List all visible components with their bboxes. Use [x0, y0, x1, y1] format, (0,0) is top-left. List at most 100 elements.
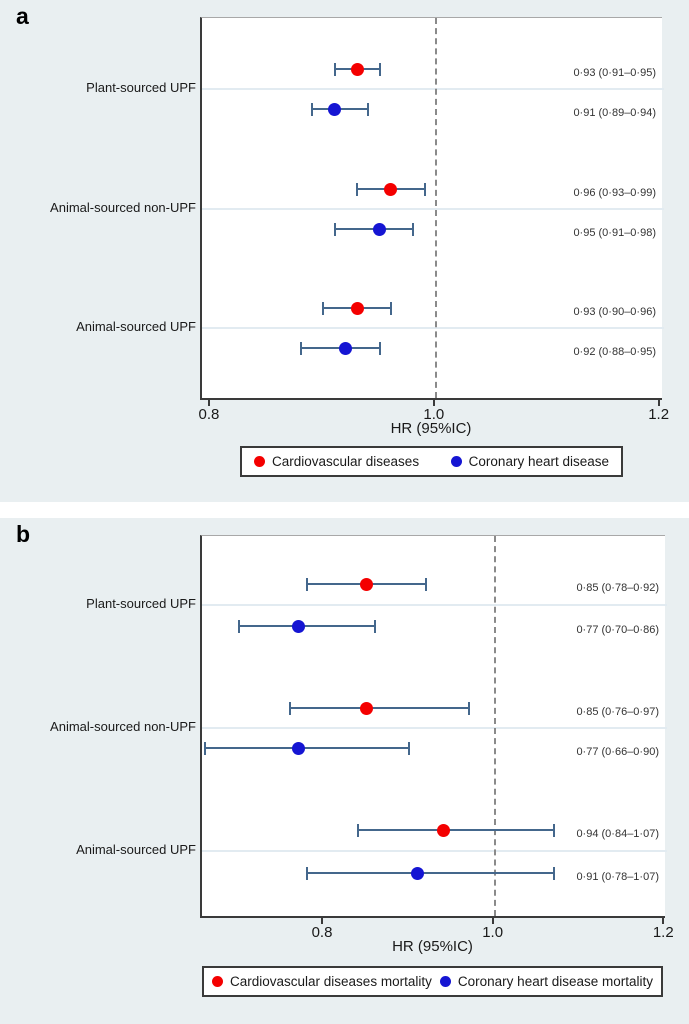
- estimate-label: 0·95 (0·91–0·98): [573, 227, 656, 239]
- ci-bar: [306, 872, 555, 874]
- category-label: Plant-sourced UPF: [86, 596, 196, 611]
- hr-marker-red: [350, 301, 364, 315]
- ci-cap-right: [367, 103, 370, 116]
- ci-cap-left: [357, 824, 360, 837]
- estimate-label: 0·77 (0·66–0·90): [576, 746, 659, 758]
- hr-marker-blue: [328, 102, 342, 116]
- estimate-label: 0·85 (0·76–0·97): [576, 706, 659, 718]
- category-gridline: [202, 604, 667, 606]
- blue-dot-icon: [439, 976, 451, 987]
- estimate-label: 0·77 (0·70–0·86): [576, 624, 659, 636]
- ci-bar: [204, 747, 410, 749]
- ci-cap-right: [468, 702, 471, 715]
- estimate-label: 0·91 (0·89–0·94): [573, 107, 656, 119]
- blue-dot-icon: [450, 456, 462, 467]
- category-label: Plant-sourced UPF: [86, 80, 196, 95]
- x-tick: [491, 918, 494, 924]
- ci-cap-right: [553, 824, 556, 837]
- category-gridline: [202, 208, 664, 210]
- legend-label: Cardiovascular diseases: [272, 454, 420, 469]
- hr-marker-blue: [373, 222, 387, 236]
- ci-cap-left: [356, 183, 359, 196]
- ci-cap-right: [378, 342, 381, 355]
- estimate-label: 0·85 (0·78–0·92): [576, 582, 659, 594]
- category-gridline: [202, 850, 667, 852]
- ci-cap-right: [423, 183, 426, 196]
- x-tick: [432, 400, 435, 406]
- legend-b: Cardiovascular diseases mortality Corona…: [202, 966, 663, 997]
- estimate-label: 0·93 (0·90–0·96): [573, 306, 656, 318]
- category-label: Animal-sourced non-UPF: [50, 200, 196, 215]
- ci-cap-right: [389, 302, 392, 315]
- plot-area-a: [200, 17, 664, 400]
- x-tick-label: 1.2: [648, 406, 670, 423]
- x-tick-label: 1.0: [423, 406, 445, 423]
- hr-marker-blue: [339, 341, 353, 355]
- legend-a: Cardiovascular diseases Coronary heart d…: [240, 446, 623, 477]
- ci-bar: [358, 829, 555, 831]
- ci-cap-right: [378, 63, 381, 76]
- x-axis-label-b: HR (95%IC): [392, 938, 473, 955]
- x-tick-label: 1.0: [482, 924, 504, 941]
- legend-label: Coronary heart disease: [468, 454, 609, 469]
- ci-cap-right: [553, 867, 556, 880]
- x-axis-label-a: HR (95%IC): [390, 420, 472, 437]
- hr-marker-red: [384, 182, 398, 196]
- legend-item-coronary-mortality: Coronary heart disease mortality: [439, 974, 653, 989]
- category-label: Animal-sourced UPF: [76, 842, 196, 857]
- estimate-label: 0·92 (0·88–0·95): [573, 346, 656, 358]
- x-tick: [207, 400, 210, 406]
- panel-letter-b: b: [16, 521, 31, 547]
- estimate-label: 0·94 (0·84–1·07): [576, 828, 659, 840]
- ci-bar: [289, 707, 470, 709]
- reference-line-dashed: [434, 18, 437, 398]
- category-gridline: [202, 727, 667, 729]
- ci-cap-right: [425, 578, 428, 591]
- legend-label: Cardiovascular diseases mortality: [230, 974, 432, 989]
- ci-bar: [238, 625, 376, 627]
- legend-label: Coronary heart disease mortality: [457, 974, 653, 989]
- hr-marker-red: [360, 577, 374, 591]
- hr-marker-blue: [291, 619, 305, 633]
- x-tick-label: 0.8: [198, 406, 220, 423]
- reference-line-dashed: [493, 536, 496, 916]
- legend-item-coronary: Coronary heart disease: [450, 454, 609, 469]
- hr-marker-red: [350, 62, 364, 76]
- hr-marker-red: [436, 823, 450, 837]
- ci-cap-left: [203, 742, 206, 755]
- ci-cap-left: [299, 342, 302, 355]
- ci-cap-left: [305, 867, 308, 880]
- hr-marker-blue: [291, 741, 305, 755]
- category-gridline: [202, 327, 664, 329]
- category-label: Animal-sourced UPF: [76, 319, 196, 334]
- ci-cap-left: [322, 302, 325, 315]
- panel-letter-a: a: [16, 3, 29, 29]
- legend-item-cardiovascular-mortality: Cardiovascular diseases mortality: [212, 974, 432, 989]
- red-dot-icon: [254, 456, 265, 467]
- category-label: Animal-sourced non-UPF: [50, 719, 196, 734]
- x-tick-label: 0.8: [311, 924, 333, 941]
- estimate-label: 0·91 (0·78–1·07): [576, 871, 659, 883]
- red-dot-icon: [212, 976, 223, 987]
- ci-cap-left: [311, 103, 314, 116]
- x-tick: [662, 918, 665, 924]
- category-gridline: [202, 88, 664, 90]
- ci-cap-left: [288, 702, 291, 715]
- ci-cap-left: [237, 620, 240, 633]
- ci-cap-left: [333, 63, 336, 76]
- ci-cap-right: [412, 223, 415, 236]
- hr-marker-red: [360, 701, 374, 715]
- panel-divider: [0, 502, 689, 518]
- x-tick: [657, 400, 660, 406]
- estimate-label: 0·96 (0·93–0·99): [573, 187, 656, 199]
- x-tick-label: 1.2: [652, 924, 674, 941]
- hr-marker-blue: [411, 866, 425, 880]
- ci-cap-right: [408, 742, 411, 755]
- ci-cap-left: [305, 578, 308, 591]
- ci-cap-left: [333, 223, 336, 236]
- estimate-label: 0·93 (0·91–0·95): [573, 67, 656, 79]
- x-tick: [321, 918, 323, 924]
- plot-area-b: [200, 535, 667, 918]
- ci-cap-right: [374, 620, 377, 633]
